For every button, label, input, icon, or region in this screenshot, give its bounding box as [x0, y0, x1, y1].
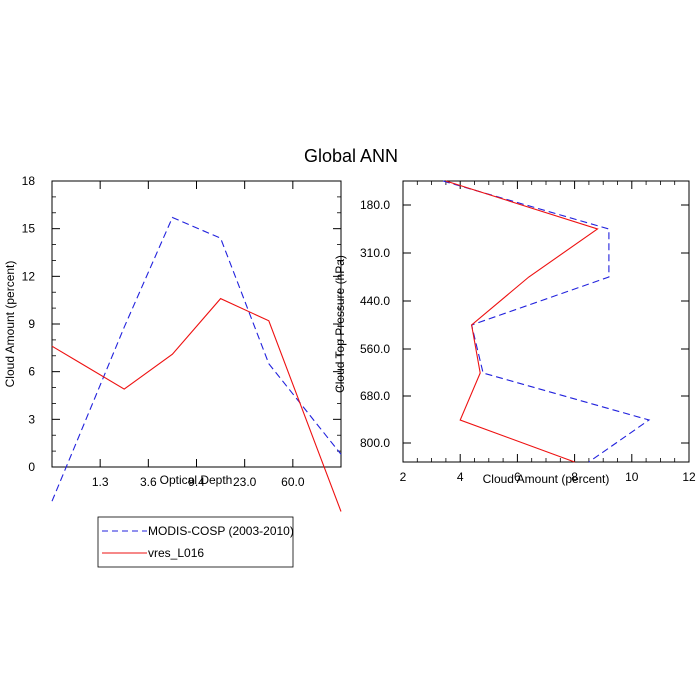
legend-label-modis: MODIS-COSP (2003-2010) [148, 524, 294, 538]
left-x-axis-label: Optical Depth [160, 473, 233, 487]
left-plot-frame [51, 180, 342, 468]
legend-box [97, 516, 294, 568]
right-plot: 2 4 6 8 10 12 180.0 310.0 440.0 560.0 680.0 800.0 C… [333, 180, 696, 486]
right-y-tick-label: 310.0 [360, 246, 390, 260]
legend-label-vres: vres_L016 [148, 546, 204, 560]
left-y-tick-label: 9 [28, 317, 35, 331]
right-y-tick-label: 440.0 [360, 294, 390, 308]
right-x-tick-label: 12 [682, 470, 696, 484]
right-x-tick-label: 8 [571, 470, 578, 484]
right-plot-frame [402, 180, 690, 463]
left-y-tick-label: 12 [22, 269, 36, 283]
right-x-axis-label: Cloud Amount (percent) [483, 472, 610, 486]
left-series-vres-line [51, 297, 342, 512]
left-x-tick-label: 23.0 [233, 475, 257, 489]
left-y-tick-label: 6 [28, 365, 35, 379]
left-y-tick-label: 3 [28, 412, 35, 426]
left-y-tick-label: 15 [22, 222, 36, 236]
left-plot: 1.3 3.6 9.4 23.0 60.0 0 3 6 9 12 15 18 Optical Dept… [3, 174, 342, 512]
left-y-tick-label: 18 [22, 174, 36, 188]
right-y-axis-label: Cloud Top Pressure (hPa) [333, 255, 347, 393]
left-x-tick-label: 60.0 [281, 475, 305, 489]
right-x-tick-label: 6 [514, 470, 521, 484]
chart-title: Global ANN [304, 146, 398, 166]
right-x-tick-label: 2 [400, 470, 407, 484]
left-x-tick-label: 3.6 [140, 475, 157, 489]
right-x-tick-label: 4 [457, 470, 464, 484]
right-y-tick-label: 180.0 [360, 198, 390, 212]
left-y-axis-label: Cloud Amount (percent) [3, 261, 17, 388]
right-y-tick-label: 800.0 [360, 436, 390, 450]
left-series-modis-line [51, 216, 342, 502]
right-series-vres-line [445, 180, 599, 463]
left-x-tick-label: 9.4 [188, 475, 205, 489]
right-y-tick-label: 560.0 [360, 342, 390, 356]
left-y-tick-label: 0 [28, 460, 35, 474]
right-x-tick-label: 10 [625, 470, 639, 484]
left-x-tick-label: 1.3 [92, 475, 109, 489]
legend: MODIS-COSP (2003-2010) vres_L016 [97, 516, 294, 568]
right-series-modis-line [442, 180, 651, 463]
right-y-tick-label: 680.0 [360, 389, 390, 403]
